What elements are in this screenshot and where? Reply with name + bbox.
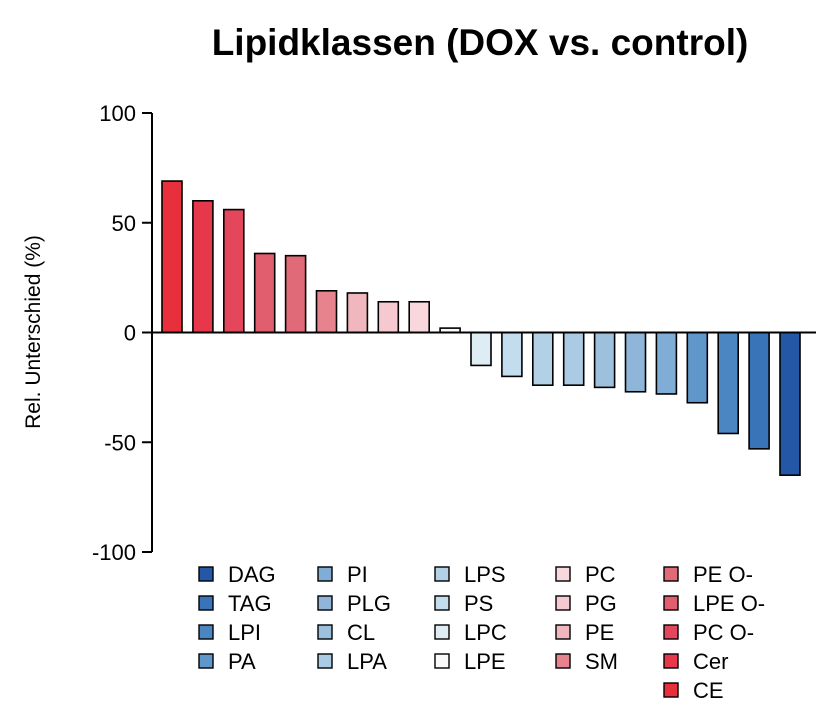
legend-swatch-ce — [663, 682, 679, 698]
legend-label-cl: CL — [347, 620, 375, 645]
bar-lpa — [562, 331, 585, 386]
bar-ce — [161, 180, 183, 334]
bar-pc — [408, 300, 431, 334]
y-axis: -100 -50 0 50 100 — [92, 101, 153, 565]
legend-swatch-ps — [434, 595, 450, 611]
legend-swatch-dag — [198, 566, 214, 582]
legend-swatch-sm — [555, 653, 571, 669]
legend-swatch-plg — [317, 595, 333, 611]
legend-swatch-lpe-o — [663, 595, 679, 611]
bar-cl — [593, 331, 616, 389]
legend-label-dag: DAG — [228, 562, 276, 587]
bar-pe — [346, 292, 369, 334]
legend-label-pc: PC — [585, 562, 616, 587]
legend-label-plg: PLG — [347, 591, 391, 616]
bar-lpc — [470, 331, 492, 367]
legend-label-lps: LPS — [464, 562, 506, 587]
bars — [161, 180, 801, 476]
legend-label-ce: CE — [693, 678, 724, 703]
legend-swatch-pg — [555, 595, 571, 611]
legend-label-tag: TAG — [228, 591, 272, 616]
legend-swatch-lpe — [434, 653, 450, 669]
legend-label-pa: PA — [228, 649, 256, 674]
bar-pc-o — [223, 208, 245, 334]
chart-title: Lipidklassen (DOX vs. control) — [212, 22, 749, 63]
legend-label-lpe-o: LPE O- — [693, 591, 765, 616]
legend-label-sm: SM — [585, 649, 618, 674]
bar-ps — [501, 331, 523, 378]
y-tick-label: 50 — [112, 211, 136, 236]
y-tick-label: -100 — [92, 540, 136, 565]
bar-plg — [624, 331, 647, 393]
bar-lpi — [717, 331, 740, 435]
legend-label-pe: PE — [585, 620, 614, 645]
bar-cer — [192, 200, 214, 334]
y-tick-label: 0 — [124, 321, 136, 346]
legend-label-ps: PS — [464, 591, 493, 616]
bar-lps — [531, 331, 554, 386]
legend-swatch-cl — [317, 624, 333, 640]
bar-lpe-o — [253, 252, 276, 334]
legend-label-cer: Cer — [693, 649, 728, 674]
legend-swatch-pe — [555, 624, 571, 640]
legend-label-lpi: LPI — [228, 620, 261, 645]
legend-swatch-lps — [434, 566, 450, 582]
legend-swatch-lpi — [198, 624, 214, 640]
bar-sm — [315, 289, 338, 334]
legend-label-lpc: LPC — [464, 620, 507, 645]
y-tick-label: -50 — [104, 430, 136, 455]
legend-swatch-lpc — [434, 624, 450, 640]
y-tick-label: 100 — [99, 101, 136, 126]
bar-pa — [686, 331, 709, 404]
bar-dag — [779, 331, 801, 476]
legend-label-lpe: LPE — [464, 649, 506, 674]
bar-pg — [377, 300, 400, 334]
legend-swatch-pi — [317, 566, 333, 582]
legend-label-lpa: LPA — [347, 649, 387, 674]
bar-pi — [655, 331, 678, 395]
legend-swatch-pc-o — [663, 624, 679, 640]
legend-label-pg: PG — [585, 591, 617, 616]
y-axis-label: Rel. Unterschied (%) — [22, 235, 45, 429]
legend-swatch-pc — [555, 566, 571, 582]
legend-label-pi: PI — [347, 562, 368, 587]
legend-swatch-lpa — [317, 653, 333, 669]
bar-tag — [748, 331, 770, 450]
legend-swatch-pa — [198, 653, 214, 669]
bar-pe-o — [284, 254, 307, 334]
legend: DAG TAG LPI PA PI PLG CL LPA LPS PS LPC LPE PC PG PE SM… — [198, 562, 765, 703]
legend-label-pc-o: PC O- — [693, 620, 754, 645]
legend-swatch-tag — [198, 595, 214, 611]
legend-label-pe-o: PE O- — [693, 562, 753, 587]
legend-swatch-cer — [663, 653, 679, 669]
legend-swatch-pe-o — [663, 566, 679, 582]
